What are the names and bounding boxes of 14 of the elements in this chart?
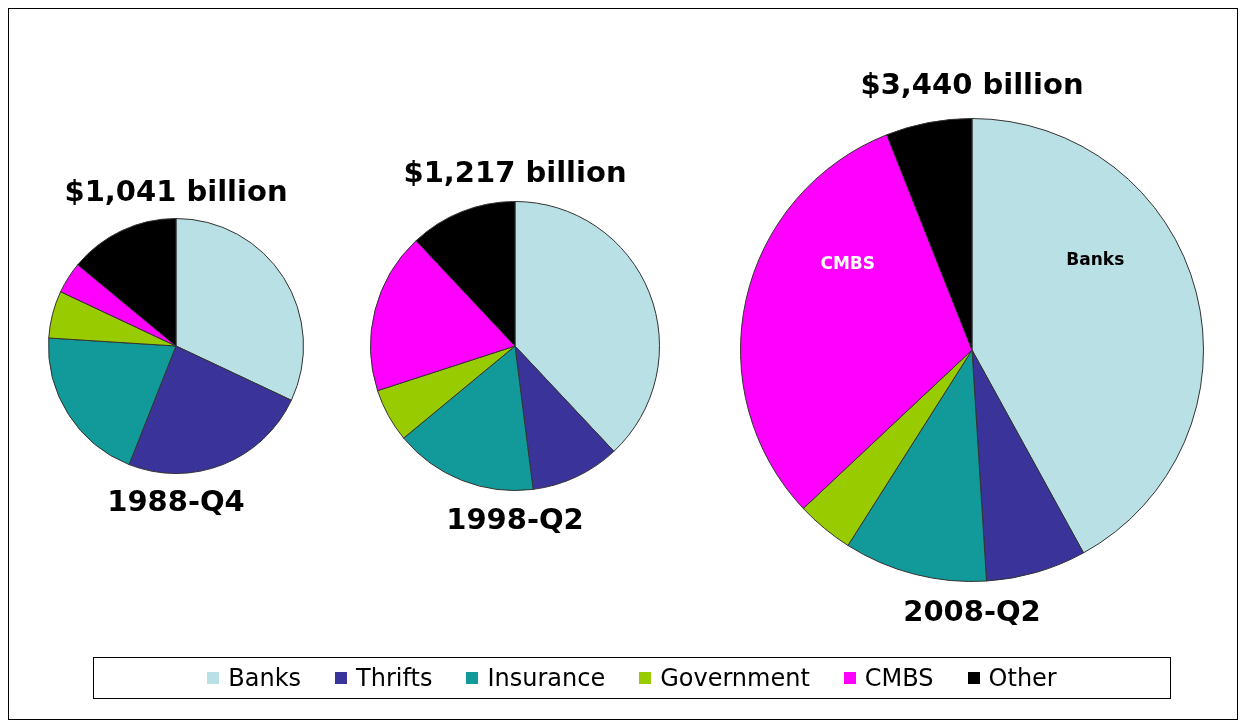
chart-title: $3,440 billion bbox=[859, 67, 1085, 101]
legend-label: Government bbox=[660, 664, 810, 692]
data-label: Banks bbox=[1066, 248, 1125, 269]
text: 1998-Q2 bbox=[445, 502, 585, 536]
legend-label: Banks bbox=[228, 664, 302, 692]
legend-label: Insurance bbox=[487, 664, 606, 692]
legend-label: Other bbox=[988, 664, 1057, 692]
text: 1988-Q4 bbox=[106, 484, 246, 518]
text: 2008-Q2 bbox=[902, 594, 1042, 628]
chart-title: $1,041 billion bbox=[63, 174, 289, 208]
data-label: CMBS bbox=[820, 252, 876, 273]
legend-label: Thrifts bbox=[356, 664, 433, 692]
legend-label: CMBS bbox=[864, 664, 934, 692]
chart-title: $1,217 billion bbox=[402, 155, 628, 189]
